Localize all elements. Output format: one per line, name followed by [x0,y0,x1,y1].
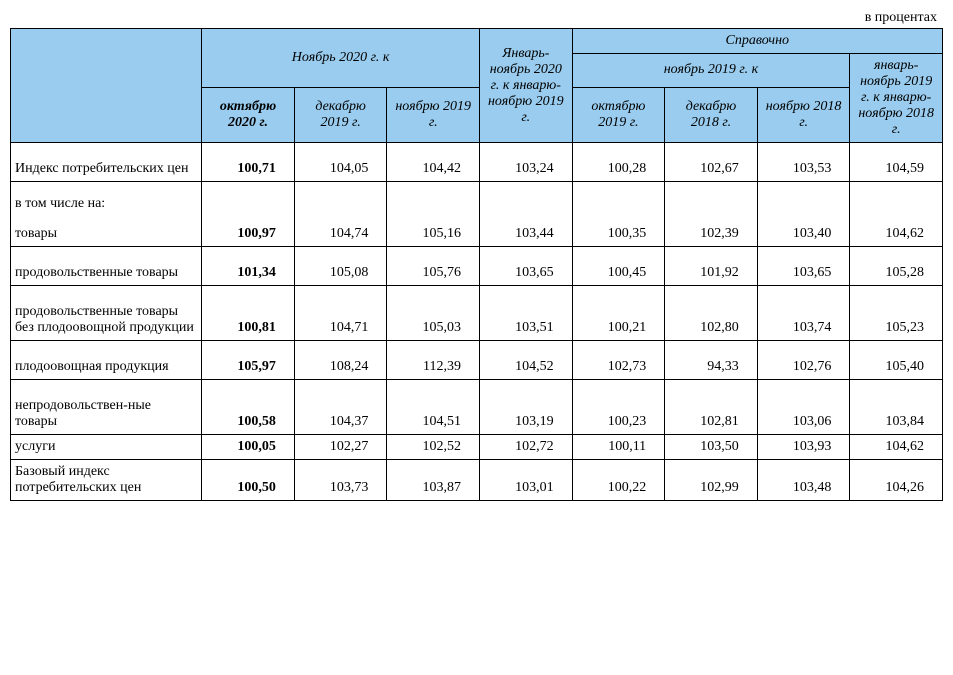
row-label: Индекс потребительских цен [11,143,202,182]
table-row: плодоовощная продукция105,97108,24112,39… [11,341,943,380]
cell-value: 100,58 [202,380,295,435]
table-row: продовольственные товары101,34105,08105,… [11,247,943,286]
table-row: услуги100,05102,27102,52102,72100,11103,… [11,435,943,460]
cell-value: 103,06 [757,380,850,435]
header-col-nov2019: ноябрю 2019 г. [387,87,480,142]
cell-value: 100,22 [572,460,665,501]
cell-value: 100,97 [202,182,295,247]
header-jan-nov-2020: Январь-ноябрь 2020 г. к январю-ноябрю 20… [480,29,573,143]
cell-value: 103,53 [757,143,850,182]
cell-value: 102,99 [665,460,758,501]
cell-value: 100,81 [202,286,295,341]
header-col-dec2018: декабрю 2018 г. [665,87,758,142]
table-row: Базовый индекс потребительских цен100,50… [11,460,943,501]
cell-value: 103,50 [665,435,758,460]
header-reference: Справочно [572,29,942,54]
cell-value: 101,92 [665,247,758,286]
row-label: продовольственные товары без плодоовощно… [11,286,202,341]
cell-value: 103,01 [480,460,573,501]
cell-value: 102,72 [480,435,573,460]
table-row: Индекс потребительских цен100,71104,0510… [11,143,943,182]
row-label: услуги [11,435,202,460]
table-row: в том числе на:товары100,97104,74105,161… [11,182,943,247]
header-col-nov2018: ноябрю 2018 г. [757,87,850,142]
cell-value: 100,05 [202,435,295,460]
cell-value: 103,87 [387,460,480,501]
cell-value: 105,23 [850,286,943,341]
row-label: продовольственные товары [11,247,202,286]
cell-value: 104,71 [294,286,387,341]
cell-value: 103,65 [757,247,850,286]
cell-value: 100,50 [202,460,295,501]
cell-value: 100,21 [572,286,665,341]
cell-value: 104,62 [850,182,943,247]
cell-value: 100,35 [572,182,665,247]
cell-value: 103,74 [757,286,850,341]
header-col-dec2019: декабрю 2019 г. [294,87,387,142]
header-jan-nov-2019: январь-ноябрь 2019 г. к январю-ноябрю 20… [850,54,943,143]
row-label: плодоовощная продукция [11,341,202,380]
table-body: Индекс потребительских цен100,71104,0510… [11,143,943,501]
table-caption: в процентах [10,10,943,26]
cell-value: 100,71 [202,143,295,182]
cell-value: 105,76 [387,247,480,286]
row-label: непродовольствен-ные товары [11,380,202,435]
cell-value: 104,52 [480,341,573,380]
header-group-nov2019: ноябрь 2019 г. к [572,54,850,88]
cell-value: 103,65 [480,247,573,286]
cell-value: 102,52 [387,435,480,460]
cell-value: 100,23 [572,380,665,435]
cell-value: 102,27 [294,435,387,460]
cell-value: 104,59 [850,143,943,182]
cell-value: 103,93 [757,435,850,460]
table-row: непродовольствен-ные товары100,58104,371… [11,380,943,435]
header-col-oct2019: октябрю 2019 г. [572,87,665,142]
cell-value: 104,51 [387,380,480,435]
header-blank [11,29,202,143]
cell-value: 105,08 [294,247,387,286]
header-group-nov2020: Ноябрь 2020 г. к [202,29,480,88]
cell-value: 105,16 [387,182,480,247]
cell-value: 103,73 [294,460,387,501]
cell-value: 100,45 [572,247,665,286]
table-header: Ноябрь 2020 г. к Январь-ноябрь 2020 г. к… [11,29,943,143]
cell-value: 104,26 [850,460,943,501]
cell-value: 102,80 [665,286,758,341]
cell-value: 105,97 [202,341,295,380]
cell-value: 103,48 [757,460,850,501]
cell-value: 104,74 [294,182,387,247]
cell-value: 100,28 [572,143,665,182]
cell-value: 104,42 [387,143,480,182]
cell-value: 103,24 [480,143,573,182]
cell-value: 101,34 [202,247,295,286]
header-col-oct2020: октябрю 2020 г. [202,87,295,142]
cell-value: 103,44 [480,182,573,247]
cell-value: 103,51 [480,286,573,341]
cell-value: 102,73 [572,341,665,380]
row-label: Базовый индекс потребительских цен [11,460,202,501]
cell-value: 105,03 [387,286,480,341]
cell-value: 105,28 [850,247,943,286]
cell-value: 112,39 [387,341,480,380]
cell-value: 103,40 [757,182,850,247]
row-label: в том числе на:товары [11,182,202,247]
cell-value: 102,39 [665,182,758,247]
cell-value: 104,62 [850,435,943,460]
cell-value: 94,33 [665,341,758,380]
cell-value: 103,84 [850,380,943,435]
cell-value: 108,24 [294,341,387,380]
cell-value: 102,76 [757,341,850,380]
cell-value: 102,67 [665,143,758,182]
cell-value: 104,37 [294,380,387,435]
cell-value: 103,19 [480,380,573,435]
table-row: продовольственные товары без плодоовощно… [11,286,943,341]
cell-value: 102,81 [665,380,758,435]
cpi-table: Ноябрь 2020 г. к Январь-ноябрь 2020 г. к… [10,28,943,501]
cell-value: 100,11 [572,435,665,460]
cell-value: 104,05 [294,143,387,182]
cell-value: 105,40 [850,341,943,380]
